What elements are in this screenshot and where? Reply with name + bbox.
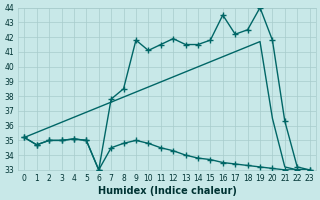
X-axis label: Humidex (Indice chaleur): Humidex (Indice chaleur) [98, 186, 236, 196]
